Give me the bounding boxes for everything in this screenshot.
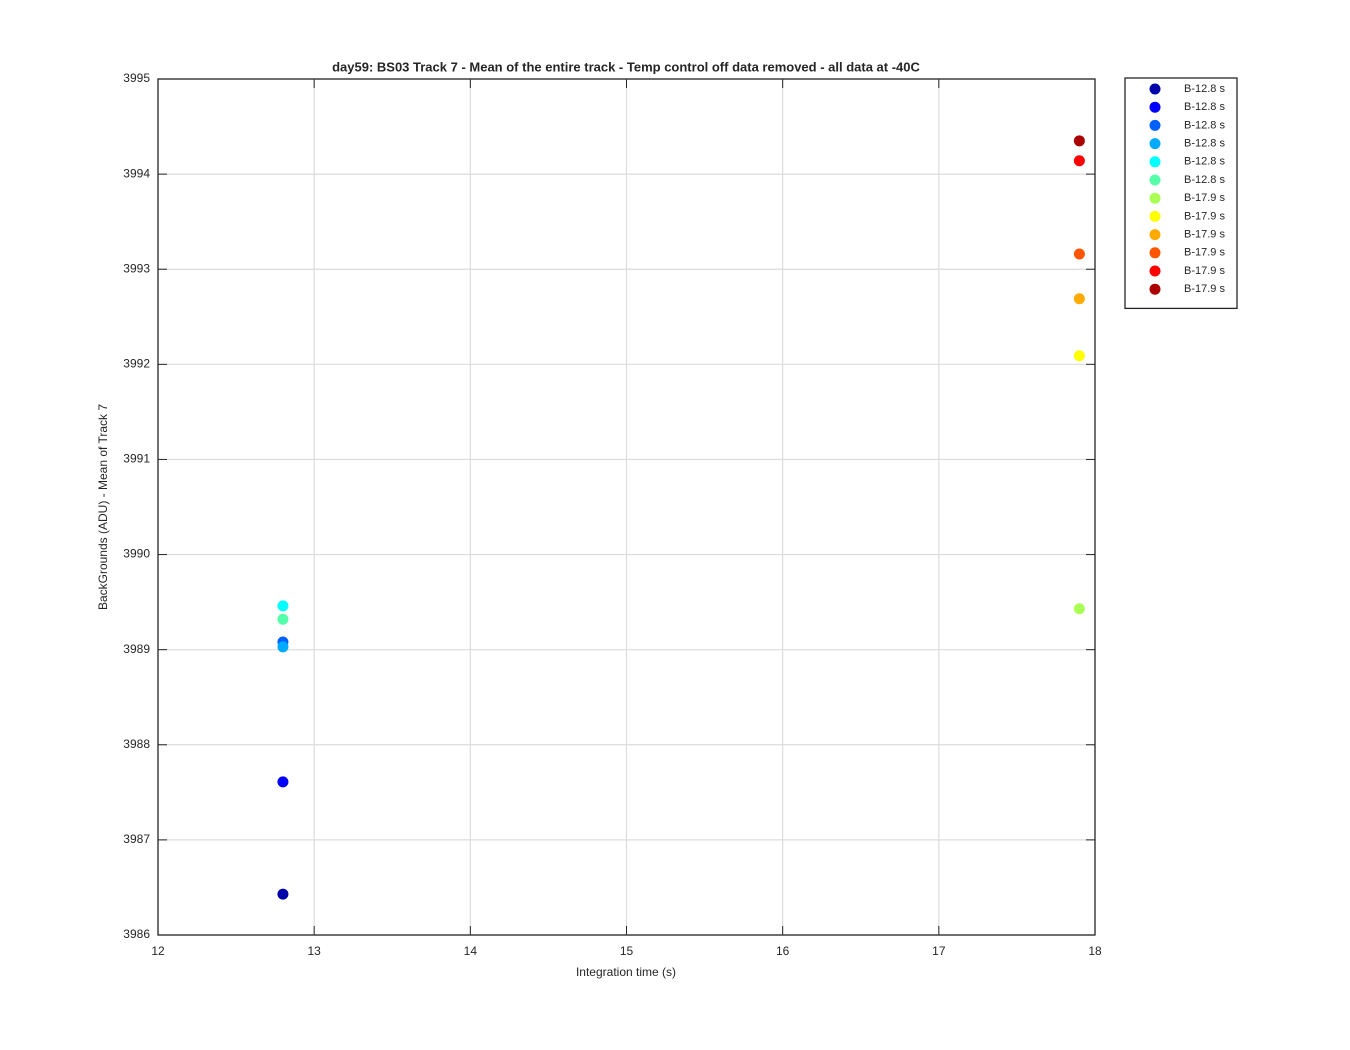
point [277, 776, 289, 788]
y-tick-label: 3994 [123, 166, 150, 180]
y-tick-label: 3990 [123, 547, 150, 561]
x-tick-label: 14 [464, 944, 478, 958]
legend-marker [1149, 83, 1161, 95]
x-tick-label: 17 [932, 944, 946, 958]
chart-title: day59: BS03 Track 7 - Mean of the entire… [332, 59, 920, 74]
legend-marker [1149, 101, 1161, 113]
x-tick-label: 16 [776, 944, 790, 958]
legend-label: B-12.8 s [1184, 174, 1225, 186]
legend-label: B-17.9 s [1184, 265, 1225, 277]
point [277, 888, 289, 900]
point [1073, 248, 1085, 260]
x-tick-label: 18 [1088, 944, 1102, 958]
legend-marker [1149, 247, 1161, 259]
y-tick-label: 3995 [123, 71, 150, 85]
legend-label: B-12.8 s [1184, 83, 1225, 95]
point [277, 600, 289, 612]
legend-label: B-17.9 s [1184, 247, 1225, 259]
legend-label: B-12.8 s [1184, 101, 1225, 113]
legend-label: B-12.8 s [1184, 119, 1225, 131]
y-tick-label: 3991 [123, 452, 150, 466]
legend-marker [1149, 119, 1161, 131]
legend-marker [1149, 156, 1161, 168]
legend-label: B-17.9 s [1184, 192, 1225, 204]
x-tick-label: 13 [307, 944, 321, 958]
point [1073, 603, 1085, 615]
legend-marker [1149, 192, 1161, 204]
y-tick-label: 3989 [123, 642, 150, 656]
legend-label: B-12.8 s [1184, 156, 1225, 168]
legend-label: B-17.9 s [1184, 229, 1225, 241]
x-tick-label: 12 [151, 944, 165, 958]
point [277, 613, 289, 625]
y-tick-label: 3988 [123, 737, 150, 751]
legend-marker [1149, 210, 1161, 222]
legend-marker [1149, 283, 1161, 295]
legend-label: B-12.8 s [1184, 138, 1225, 150]
point [1073, 135, 1085, 147]
x-tick-label: 15 [620, 944, 634, 958]
point [277, 641, 289, 653]
legend-marker [1149, 174, 1161, 186]
y-tick-label: 3992 [123, 357, 150, 371]
legend-marker [1149, 265, 1161, 277]
legend-label: B-17.9 s [1184, 283, 1225, 295]
y-tick-label: 3993 [123, 261, 150, 275]
point [1073, 350, 1085, 362]
legend-marker [1149, 138, 1161, 150]
legend-label: B-17.9 s [1184, 210, 1225, 222]
y-tick-label: 3987 [123, 832, 150, 846]
x-axis-label: Integration time (s) [576, 965, 676, 979]
y-axis-label: BackGrounds (ADU) - Mean of Track 7 [96, 404, 110, 610]
legend-marker [1149, 229, 1161, 241]
point [1073, 293, 1085, 305]
axes-box [157, 78, 1096, 936]
point [1073, 155, 1085, 167]
legend-box [1124, 77, 1238, 310]
y-tick-label: 3986 [123, 927, 150, 941]
